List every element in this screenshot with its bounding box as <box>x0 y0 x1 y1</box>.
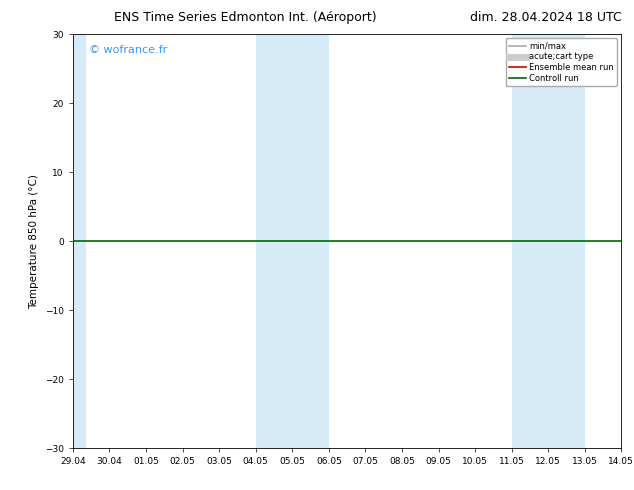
Legend: min/max, acute;cart type, Ensemble mean run, Controll run: min/max, acute;cart type, Ensemble mean … <box>506 39 617 86</box>
Bar <box>73 34 86 448</box>
Text: © wofrance.fr: © wofrance.fr <box>89 45 167 55</box>
Bar <box>512 34 585 448</box>
Text: dim. 28.04.2024 18 UTC: dim. 28.04.2024 18 UTC <box>470 11 621 24</box>
Bar <box>256 34 329 448</box>
Y-axis label: Temperature 850 hPa (°C): Temperature 850 hPa (°C) <box>29 174 39 309</box>
Text: ENS Time Series Edmonton Int. (Aéroport): ENS Time Series Edmonton Int. (Aéroport) <box>114 11 377 24</box>
